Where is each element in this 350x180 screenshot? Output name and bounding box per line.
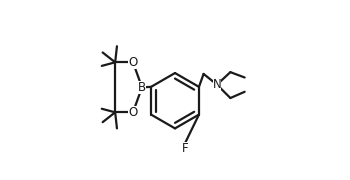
- Text: B: B: [138, 81, 146, 94]
- Text: O: O: [128, 106, 138, 119]
- Text: F: F: [182, 141, 188, 155]
- Text: N: N: [212, 78, 221, 91]
- Text: O: O: [128, 56, 138, 69]
